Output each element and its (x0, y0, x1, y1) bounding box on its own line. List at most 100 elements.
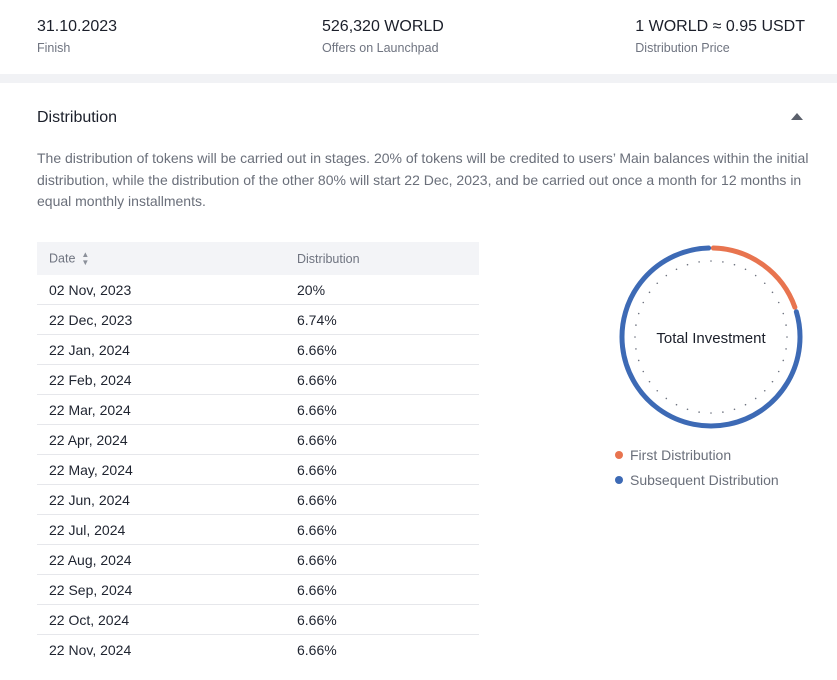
column-header-date[interactable]: Date ▲ ▼ (37, 242, 297, 275)
table-row: 22 Feb, 2024 6.66% (37, 364, 479, 395)
ring-dot (785, 324, 787, 326)
ring-dot (675, 268, 678, 271)
ring-dot (637, 359, 640, 362)
ring-dot (733, 263, 736, 266)
cell-date: 22 May, 2024 (37, 454, 297, 485)
legend-dot-icon (615, 451, 623, 459)
ring-dot (782, 359, 785, 362)
cell-distribution: 20% (297, 275, 479, 305)
ring-dot (635, 348, 637, 350)
table-row: 22 May, 2024 6.66% (37, 454, 479, 485)
cell-date: 22 Nov, 2024 (49, 641, 132, 658)
cell-distribution: 6.66% (297, 574, 479, 605)
distribution-header[interactable]: Distribution (37, 108, 807, 130)
ring-dot (642, 370, 645, 373)
stat-label: Offers on Launchpad (322, 41, 439, 55)
distribution-table: Date ▲ ▼ Distribution 02 Nov, 2023 20% 22 De… (37, 242, 479, 664)
column-header-distribution: Distribution (297, 242, 479, 275)
legend-label: First Distribution (630, 447, 732, 463)
cell-date: 22 Jun, 2024 (37, 484, 297, 515)
cell-distribution: 6.66% (297, 641, 337, 658)
stat-label: Distribution Price (635, 41, 730, 55)
distribution-donut-chart: Total Investment (619, 245, 803, 429)
ring-dot (635, 324, 637, 326)
table-row: 22 Mar, 2024 6.66% (37, 394, 479, 425)
donut-legend: First Distribution Subsequent Distributi… (615, 446, 779, 496)
cell-distribution: 6.66% (297, 334, 479, 365)
ring-dot (754, 397, 757, 400)
ring-dot (665, 274, 668, 277)
ring-dot (686, 263, 689, 266)
cell-distribution: 6.66% (297, 454, 479, 485)
ring-dot (665, 397, 668, 400)
cell-date: 22 Apr, 2024 (37, 424, 297, 455)
ring-dot (733, 408, 736, 411)
ring-dot (785, 348, 787, 350)
cell-date: 22 Jul, 2024 (37, 514, 297, 545)
section-divider (0, 74, 837, 83)
ring-dot (763, 282, 766, 285)
donut-segment-subsequent (619, 245, 803, 429)
ring-dot (686, 408, 689, 411)
stat-price: 1 WORLD ≈ 0.95 USDT Distribution Price (635, 17, 805, 56)
stat-value: 31.10.2023 (37, 18, 118, 35)
cell-date: 22 Aug, 2024 (37, 544, 297, 575)
table-row: 22 Dec, 2023 6.74% (37, 304, 479, 335)
cell-distribution: 6.66% (297, 424, 479, 455)
cell-distribution: 6.66% (297, 394, 479, 425)
cell-distribution: 6.66% (297, 544, 479, 575)
chevron-up-icon[interactable] (791, 113, 803, 120)
table-row: 22 Jul, 2024 6.66% (37, 514, 479, 545)
table-row: 22 Apr, 2024 6.66% (37, 424, 479, 455)
ring-dot (763, 389, 766, 392)
stat-value: 526,320 WORLD (322, 18, 444, 35)
ring-dot (710, 260, 712, 262)
ring-dot (648, 291, 651, 294)
table-row: 22 Jun, 2024 6.66% (37, 484, 479, 515)
cell-distribution: 6.66% (297, 604, 479, 635)
cell-date: 22 Dec, 2023 (37, 304, 297, 335)
ring-dot (656, 282, 659, 285)
sort-arrows-icon[interactable]: ▲ ▼ (81, 249, 90, 267)
ring-dot (744, 268, 747, 271)
ring-dot (710, 412, 712, 414)
legend-item-first: First Distribution (615, 446, 779, 471)
table-row: 22 Oct, 2024 6.66% (37, 604, 479, 635)
table-row: 22 Jan, 2024 6.66% (37, 334, 479, 365)
cell-distribution: 6.66% (297, 514, 479, 545)
stat-finish: 31.10.2023 Finish (37, 17, 117, 56)
stats-bar: 31.10.2023 Finish 526,320 WORLD Offers o… (0, 0, 837, 74)
cell-date: 22 Mar, 2024 (37, 394, 297, 425)
column-header-label: Date (49, 250, 76, 265)
ring-dot (786, 336, 788, 338)
ring-dot (771, 291, 774, 294)
ring-dot (642, 301, 645, 304)
legend-item-subsequent: Subsequent Distribution (615, 471, 779, 496)
table-row: 22 Aug, 2024 6.66% (37, 544, 479, 575)
table-header-row: Date ▲ ▼ Distribution (37, 242, 479, 275)
cell-date: 02 Nov, 2023 (37, 275, 297, 305)
cell-date: 22 Jan, 2024 (37, 334, 297, 365)
cell-date: 22 Oct, 2024 (37, 604, 297, 635)
ring-dot (777, 370, 780, 373)
ring-dot (698, 411, 700, 413)
cell-date: 22 Sep, 2024 (37, 574, 297, 605)
ring-dot (675, 403, 678, 406)
donut-segment-first (710, 245, 798, 310)
table-row: 22 Nov, 2024 6.66% (37, 635, 479, 665)
inner-dotted-ring (634, 260, 788, 414)
cell-distribution: 6.74% (297, 304, 479, 335)
legend-label: Subsequent Distribution (630, 472, 779, 488)
donut-center-label: Total Investment (656, 330, 766, 347)
cell-date: 22 Feb, 2024 (37, 364, 297, 395)
distribution-description: The distribution of tokens will be carri… (37, 150, 809, 209)
ring-dot (782, 312, 785, 315)
ring-dot (771, 380, 774, 383)
stat-label: Finish (37, 41, 71, 55)
stat-value: 1 WORLD ≈ 0.95 USDT (635, 18, 805, 35)
cell-distribution: 6.66% (297, 484, 479, 515)
stat-offers: 526,320 WORLD Offers on Launchpad (322, 17, 444, 56)
legend-dot-icon (615, 476, 623, 484)
ring-dot (656, 389, 659, 392)
table-row: 02 Nov, 2023 20% (37, 275, 479, 305)
